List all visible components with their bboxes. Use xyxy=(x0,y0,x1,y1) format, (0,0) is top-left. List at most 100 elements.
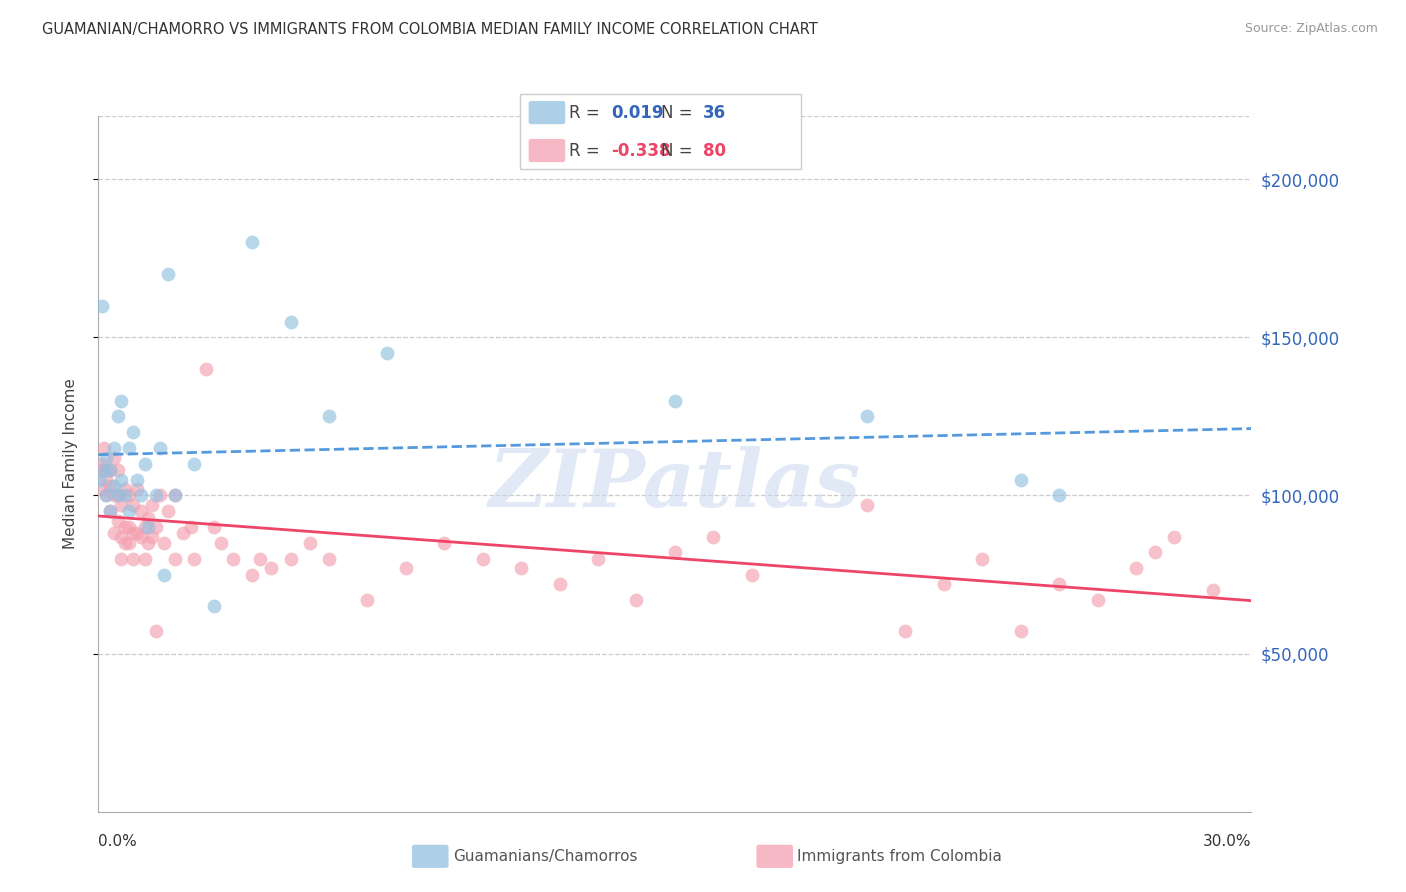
Point xyxy=(183,457,205,471)
Point xyxy=(249,551,271,566)
Point xyxy=(103,526,125,541)
Point xyxy=(110,473,132,487)
Point xyxy=(471,551,494,566)
Point xyxy=(122,526,145,541)
Point xyxy=(152,536,174,550)
Point xyxy=(318,551,340,566)
Point xyxy=(89,463,111,477)
Point xyxy=(93,463,115,477)
Point xyxy=(138,520,160,534)
Point xyxy=(172,526,194,541)
Point xyxy=(98,463,121,477)
Point xyxy=(107,463,129,477)
Text: 36: 36 xyxy=(703,103,725,121)
Text: 30.0%: 30.0% xyxy=(1204,834,1251,849)
Text: R =: R = xyxy=(569,142,606,160)
Point xyxy=(107,488,129,502)
Point xyxy=(110,393,132,408)
Point xyxy=(98,504,121,518)
Point xyxy=(129,504,152,518)
Text: 0.0%: 0.0% xyxy=(98,834,138,849)
Point xyxy=(94,463,117,477)
Point xyxy=(134,457,156,471)
Point xyxy=(894,624,917,639)
Point xyxy=(856,409,879,424)
Point xyxy=(118,441,141,455)
Point xyxy=(94,473,117,487)
Point xyxy=(1010,624,1032,639)
Point xyxy=(94,450,117,465)
Point xyxy=(107,514,129,528)
Point xyxy=(98,504,121,518)
Point xyxy=(125,482,148,496)
Point xyxy=(664,393,686,408)
Point xyxy=(103,488,125,502)
Point xyxy=(122,498,145,512)
Point xyxy=(260,561,283,575)
Text: N =: N = xyxy=(661,103,697,121)
Point xyxy=(664,545,686,559)
Point xyxy=(93,441,115,455)
Point xyxy=(110,551,132,566)
Point xyxy=(107,409,129,424)
Point xyxy=(122,551,145,566)
Point xyxy=(103,450,125,465)
Text: 0.019: 0.019 xyxy=(612,103,664,121)
Text: Guamanians/Chamorros: Guamanians/Chamorros xyxy=(453,849,637,863)
Point xyxy=(180,520,202,534)
Point xyxy=(118,488,141,502)
Point xyxy=(156,504,179,518)
Point xyxy=(298,536,321,550)
Text: N =: N = xyxy=(661,142,697,160)
Point xyxy=(222,551,245,566)
Point xyxy=(1125,561,1147,575)
Y-axis label: Median Family Income: Median Family Income xyxy=(63,378,77,549)
Text: -0.338: -0.338 xyxy=(612,142,671,160)
Point xyxy=(141,530,163,544)
Point xyxy=(165,488,187,502)
Point xyxy=(114,536,136,550)
Point xyxy=(125,526,148,541)
Text: 80: 80 xyxy=(703,142,725,160)
Point xyxy=(114,488,136,502)
Point xyxy=(149,488,172,502)
Point xyxy=(129,488,152,502)
Point xyxy=(1202,583,1225,598)
Point xyxy=(141,498,163,512)
Point xyxy=(741,567,763,582)
Point xyxy=(122,425,145,440)
Point xyxy=(1163,530,1185,544)
Point xyxy=(240,235,263,250)
Text: Immigrants from Colombia: Immigrants from Colombia xyxy=(797,849,1002,863)
Point xyxy=(118,520,141,534)
Point xyxy=(165,551,187,566)
Point xyxy=(586,551,609,566)
Point xyxy=(165,488,187,502)
Point xyxy=(1010,473,1032,487)
Point xyxy=(118,504,141,518)
Point xyxy=(356,592,378,607)
Point xyxy=(91,299,114,313)
Point xyxy=(134,551,156,566)
Point xyxy=(94,488,117,502)
Text: ZIPatlas: ZIPatlas xyxy=(489,446,860,524)
Point xyxy=(91,482,114,496)
Point xyxy=(1047,577,1070,591)
Point xyxy=(114,520,136,534)
Point xyxy=(91,457,114,471)
Point xyxy=(129,530,152,544)
Point xyxy=(89,473,111,487)
Point xyxy=(138,536,160,550)
Point xyxy=(145,520,167,534)
Point xyxy=(280,551,302,566)
Point xyxy=(932,577,955,591)
Point xyxy=(103,479,125,493)
Point xyxy=(145,624,167,639)
Point xyxy=(856,498,879,512)
Point xyxy=(145,488,167,502)
Point xyxy=(134,520,156,534)
Point xyxy=(110,498,132,512)
Point xyxy=(510,561,533,575)
Point xyxy=(433,536,456,550)
Point xyxy=(1144,545,1167,559)
